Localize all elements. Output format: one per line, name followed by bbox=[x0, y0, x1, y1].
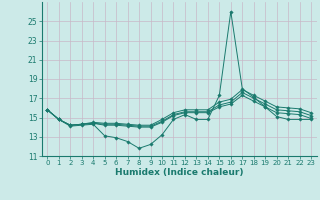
X-axis label: Humidex (Indice chaleur): Humidex (Indice chaleur) bbox=[115, 168, 244, 177]
